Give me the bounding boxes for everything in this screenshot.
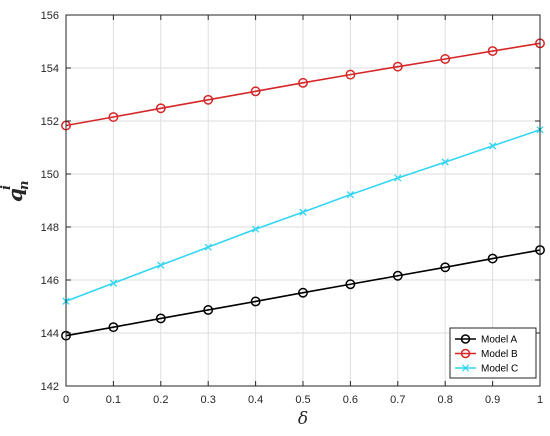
series-line-model-a [65,249,541,337]
legend-marker [461,364,470,372]
legend-label: Model C [481,364,518,375]
legend-item-model-a: Model A [455,334,517,346]
legend: Model A Model B Model C [449,327,537,379]
y-tick-label: 150 [41,169,59,181]
data-point-model-c [251,225,260,233]
data-point-model-a [392,270,403,281]
x-tick-label: 0 [63,394,69,406]
data-point-model-c [441,158,449,166]
data-point-model-b [298,77,308,88]
x-tick-label: 0.3 [201,394,216,406]
x-tick-label: 0.7 [390,394,405,406]
y-tick-label: 146 [41,275,59,287]
x-marker-stroke [299,208,307,216]
y-axis-label-subscript: n [17,181,32,190]
ticks: 0 0.1 0.2 0.3 0.4 0.5 0.6 0.7 0.8 0.9 1 142 144 146 14… [41,10,543,406]
data-point-model-a [487,253,498,264]
y-tick-label: 152 [41,116,59,128]
x-marker-stroke [488,142,497,150]
y-tick-label: 148 [41,222,59,234]
legend-label: Model A [481,335,517,346]
data-point-model-a [203,304,214,315]
data-point-model-b [487,46,498,56]
legend-marker [460,334,471,344]
x-tick-label: 0.6 [343,394,358,406]
data-point-model-c [488,142,497,150]
data-point-model-b [250,86,261,97]
y-tick-label: 156 [41,10,59,22]
data-point-model-c [346,191,355,199]
data-point-model-b [155,103,166,114]
data-point-model-c [299,208,307,216]
x-tick-label: 0.9 [485,394,500,406]
legend-item-model-c: Model C [455,364,518,375]
series-model-c [62,126,544,305]
data-point-model-a [108,322,119,333]
legend-item-model-b: Model B [455,348,518,360]
x-marker-stroke [109,279,118,287]
x-tick-label: 1 [537,394,543,406]
data-point-model-c [157,261,165,269]
data-point-model-b [345,69,356,80]
x-marker-stroke [204,243,212,251]
y-tick-label: 144 [41,328,59,340]
x-axis-label: δ [298,409,308,429]
legend-marker [460,348,471,359]
x-tick-label: 0.2 [153,394,168,406]
data-point-model-c [109,279,118,287]
data-point-model-b [392,61,403,72]
series-layer [61,38,545,341]
x-marker-stroke [394,174,402,182]
data-point-model-b [108,112,119,122]
y-tick-label: 142 [41,381,59,393]
data-point-model-b [440,54,451,64]
x-tick-label: 0.1 [106,394,121,406]
x-marker-stroke [441,158,449,166]
data-point-model-a [298,287,308,298]
y-tick-label: 154 [41,63,59,75]
data-point-model-a [345,279,356,290]
x-tick-label: 0.4 [248,394,263,406]
series-model-a [61,245,545,341]
data-point-model-c [394,174,402,182]
y-axis-label: q i n [0,181,32,202]
x-tick-label: 0.5 [295,394,310,406]
series-line-model-b [65,42,541,127]
x-marker-stroke [157,261,165,269]
y-axis-label-superscript: i [0,185,14,190]
data-point-model-a [250,296,261,307]
x-tick-label: 0.8 [438,394,453,406]
data-point-model-c [204,243,212,251]
x-marker-stroke [251,225,260,233]
data-point-model-a [440,262,451,273]
x-marker-stroke [346,191,355,199]
y-axis-label-base: q [3,188,27,202]
series-model-b [61,38,545,131]
legend-label: Model B [481,349,518,360]
data-point-model-a [155,313,166,324]
data-point-model-b [203,94,214,105]
